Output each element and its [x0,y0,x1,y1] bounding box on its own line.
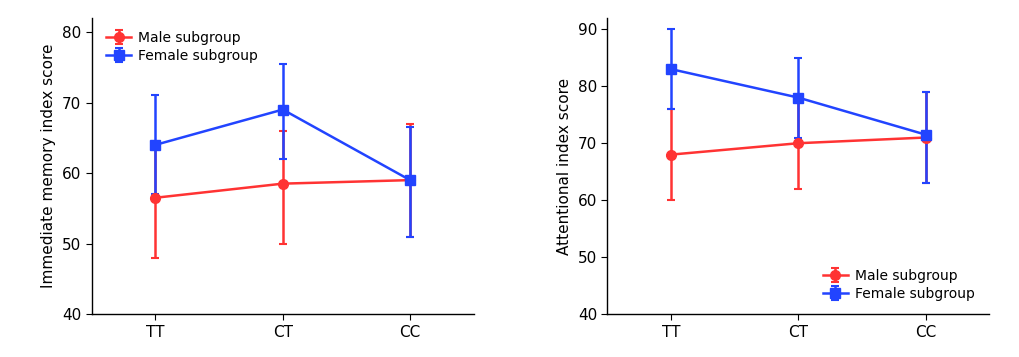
Y-axis label: Attentional index score: Attentional index score [556,77,572,255]
Legend: Male subgroup, Female subgroup: Male subgroup, Female subgroup [106,31,258,63]
Legend: Male subgroup, Female subgroup: Male subgroup, Female subgroup [822,269,974,301]
Y-axis label: Immediate memory index score: Immediate memory index score [42,44,56,288]
